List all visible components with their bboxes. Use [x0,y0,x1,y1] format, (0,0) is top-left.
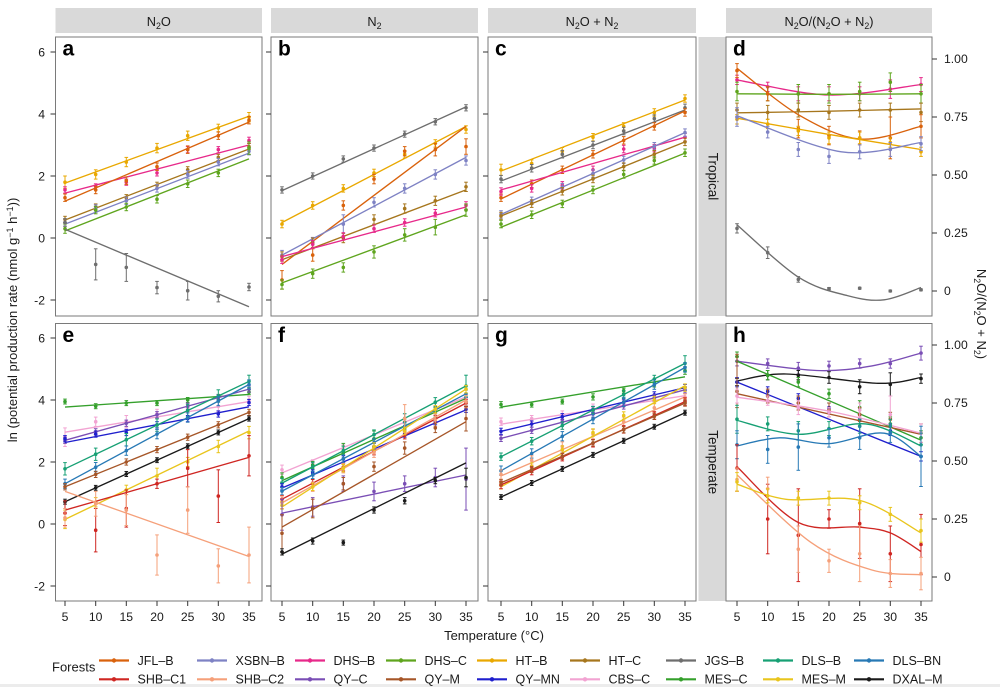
svg-text:5: 5 [279,610,286,624]
svg-text:h: h [733,324,746,347]
svg-text:20: 20 [822,610,836,624]
svg-text:DXAL–M: DXAL–M [893,673,943,687]
svg-text:6: 6 [38,332,45,346]
svg-text:30: 30 [648,610,662,624]
svg-text:ln (potential production rate: ln (potential production rate (nmol g−1 … [5,198,20,443]
svg-text:10: 10 [89,610,103,624]
svg-text:e: e [63,324,75,347]
svg-text:4: 4 [38,394,45,408]
svg-text:15: 15 [337,610,351,624]
svg-text:0.25: 0.25 [944,226,968,240]
svg-text:0: 0 [944,570,951,584]
svg-text:Forests: Forests [52,660,96,675]
svg-text:d: d [733,38,746,61]
svg-text:20: 20 [150,610,164,624]
svg-text:Temperate: Temperate [706,430,721,494]
svg-text:SHB–C2: SHB–C2 [236,673,285,687]
svg-text:HT–B: HT–B [516,654,548,668]
svg-text:XSBN–B: XSBN–B [236,654,285,668]
svg-text:30: 30 [429,610,443,624]
svg-text:f: f [278,324,286,347]
svg-text:DLS–B: DLS–B [802,654,842,668]
svg-text:0.75: 0.75 [944,396,968,410]
svg-text:QY–M: QY–M [425,673,460,687]
svg-text:15: 15 [556,610,570,624]
svg-text:-2: -2 [34,580,45,594]
svg-text:JGS–B: JGS–B [705,654,745,668]
svg-text:N2O + N2: N2O + N2 [566,14,619,31]
svg-text:30: 30 [884,610,898,624]
svg-text:N2O/(N2O + N2): N2O/(N2O + N2) [784,14,873,31]
svg-text:10: 10 [761,610,775,624]
svg-text:MES–C: MES–C [705,673,748,687]
svg-text:25: 25 [181,610,195,624]
svg-text:35: 35 [459,610,473,624]
svg-text:MES–M: MES–M [802,673,846,687]
svg-text:1.00: 1.00 [944,338,968,352]
svg-text:20: 20 [367,610,381,624]
svg-text:1.00: 1.00 [944,52,968,66]
svg-text:c: c [495,38,507,61]
svg-text:0: 0 [38,518,45,532]
svg-text:25: 25 [853,610,867,624]
svg-text:Tropical: Tropical [706,153,721,201]
svg-text:QY–MN: QY–MN [516,673,560,687]
svg-text:0: 0 [944,284,951,298]
svg-text:25: 25 [617,610,631,624]
svg-text:-2: -2 [34,294,45,308]
svg-text:30: 30 [212,610,226,624]
svg-text:0.50: 0.50 [944,454,968,468]
svg-text:DHS–C: DHS–C [425,654,467,668]
svg-text:g: g [495,324,508,347]
svg-text:0.75: 0.75 [944,110,968,124]
svg-text:35: 35 [678,610,692,624]
svg-text:10: 10 [306,610,320,624]
svg-text:0: 0 [38,232,45,246]
svg-text:0.50: 0.50 [944,168,968,182]
svg-text:a: a [63,38,75,61]
svg-text:2: 2 [38,170,45,184]
svg-text:0.25: 0.25 [944,512,968,526]
svg-text:N2O: N2O [147,14,171,31]
svg-text:b: b [278,38,291,61]
svg-text:15: 15 [792,610,806,624]
svg-text:4: 4 [38,108,45,122]
svg-text:DLS–BN: DLS–BN [893,654,942,668]
svg-text:35: 35 [242,610,256,624]
svg-text:15: 15 [120,610,134,624]
svg-text:Temperature (°C): Temperature (°C) [444,628,544,643]
svg-text:20: 20 [586,610,600,624]
svg-text:25: 25 [398,610,412,624]
svg-text:HT–C: HT–C [609,654,642,668]
svg-text:N2O/(N2O + N2): N2O/(N2O + N2) [973,269,990,359]
svg-text:10: 10 [525,610,539,624]
svg-text:5: 5 [498,610,505,624]
svg-text:DHS–B: DHS–B [334,654,376,668]
svg-text:SHB–C1: SHB–C1 [138,673,187,687]
svg-text:QY–C: QY–C [334,673,368,687]
svg-text:5: 5 [734,610,741,624]
svg-text:JFL–B: JFL–B [138,654,174,668]
svg-text:5: 5 [62,610,69,624]
svg-text:6: 6 [38,46,45,60]
svg-text:2: 2 [38,456,45,470]
svg-text:CBS–C: CBS–C [609,673,651,687]
svg-text:35: 35 [914,610,928,624]
